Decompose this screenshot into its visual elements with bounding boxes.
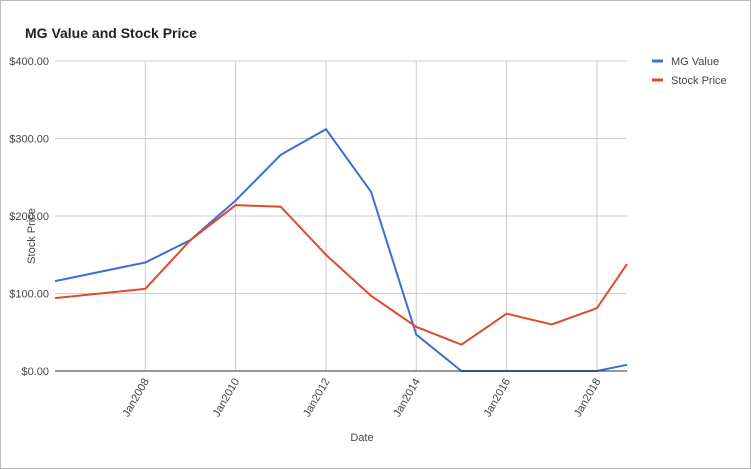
y-tick-label: $400.00 (9, 56, 49, 68)
series-line (54, 204, 628, 346)
y-tick-label: $300.00 (9, 134, 49, 146)
y-tick-label: $200.00 (9, 211, 49, 223)
chart-title: MG Value and Stock Price (25, 25, 197, 41)
legend-label: MG Value (671, 56, 719, 68)
y-tick-label: $100.00 (9, 289, 49, 301)
y-tick-label: $0.00 (21, 366, 49, 378)
x-axis-title: Date (350, 432, 373, 444)
legend-label: Stock Price (671, 75, 727, 87)
y-axis-title: Stock Price (26, 208, 38, 264)
